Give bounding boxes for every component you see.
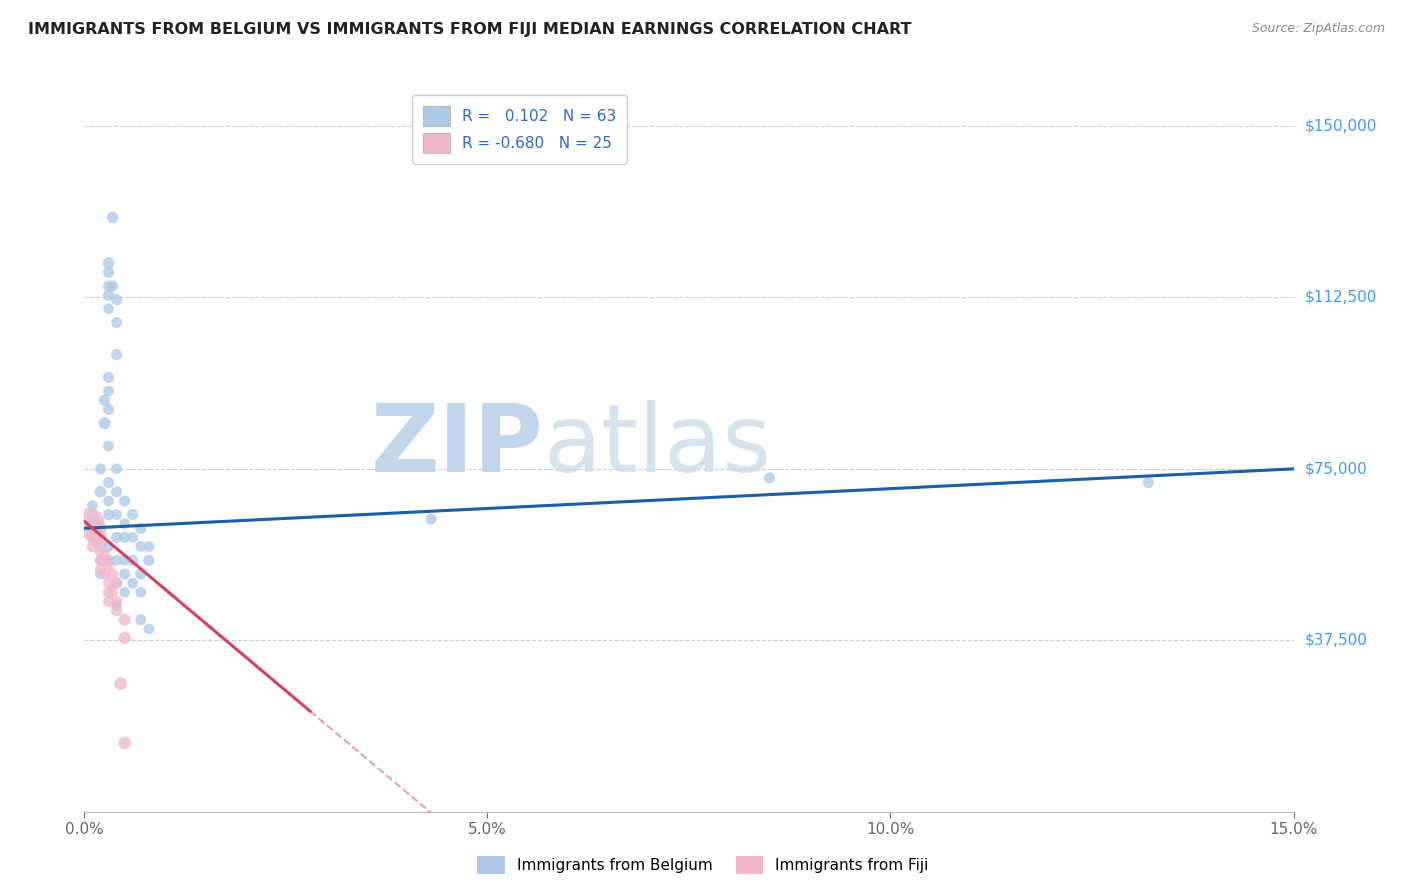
Point — [114, 613, 136, 627]
Point — [82, 521, 104, 535]
Point — [114, 553, 136, 567]
Point — [105, 347, 128, 362]
Point — [89, 553, 111, 567]
Point — [97, 279, 120, 293]
Point — [97, 265, 120, 279]
Point — [97, 585, 120, 599]
Point — [105, 484, 128, 499]
Point — [97, 475, 120, 490]
Point — [82, 516, 104, 531]
Legend: R =   0.102   N = 63, R = -0.680   N = 25: R = 0.102 N = 63, R = -0.680 N = 25 — [412, 95, 627, 163]
Point — [129, 613, 152, 627]
Point — [86, 516, 108, 531]
Point — [97, 402, 120, 417]
Point — [114, 631, 136, 645]
Point — [114, 516, 136, 531]
Point — [89, 521, 111, 535]
Point — [1137, 475, 1160, 490]
Point — [101, 211, 124, 225]
Point — [114, 567, 136, 582]
Point — [121, 576, 143, 591]
Point — [114, 585, 136, 599]
Point — [105, 316, 128, 330]
Point — [105, 530, 128, 544]
Point — [89, 462, 111, 476]
Point — [758, 471, 780, 485]
Text: $37,500: $37,500 — [1305, 632, 1368, 648]
Point — [86, 525, 108, 540]
Text: Source: ZipAtlas.com: Source: ZipAtlas.com — [1251, 22, 1385, 36]
Point — [89, 540, 111, 554]
Point — [97, 508, 120, 522]
Point — [89, 567, 111, 582]
Point — [97, 439, 120, 453]
Point — [129, 567, 152, 582]
Text: $150,000: $150,000 — [1305, 119, 1376, 134]
Point — [97, 256, 120, 270]
Point — [82, 525, 104, 540]
Point — [121, 530, 143, 544]
Point — [97, 384, 120, 398]
Point — [105, 599, 128, 613]
Point — [121, 553, 143, 567]
Point — [101, 279, 124, 293]
Point — [97, 493, 120, 508]
Text: IMMIGRANTS FROM BELGIUM VS IMMIGRANTS FROM FIJI MEDIAN EARNINGS CORRELATION CHAR: IMMIGRANTS FROM BELGIUM VS IMMIGRANTS FR… — [28, 22, 911, 37]
Point — [93, 567, 115, 582]
Point — [89, 544, 111, 558]
Point — [129, 585, 152, 599]
Text: atlas: atlas — [544, 400, 772, 492]
Point — [82, 499, 104, 513]
Point — [77, 516, 100, 531]
Point — [105, 553, 128, 567]
Point — [105, 462, 128, 476]
Point — [97, 301, 120, 316]
Point — [82, 530, 104, 544]
Point — [97, 558, 120, 572]
Text: $75,000: $75,000 — [1305, 461, 1368, 476]
Point — [114, 493, 136, 508]
Point — [114, 736, 136, 750]
Point — [86, 530, 108, 544]
Point — [89, 484, 111, 499]
Point — [97, 370, 120, 384]
Point — [101, 567, 124, 582]
Point — [105, 293, 128, 307]
Point — [105, 603, 128, 617]
Point — [93, 393, 115, 408]
Point — [89, 553, 111, 567]
Point — [105, 576, 128, 591]
Point — [93, 416, 115, 430]
Point — [138, 540, 160, 554]
Point — [93, 549, 115, 563]
Point — [121, 508, 143, 522]
Legend: Immigrants from Belgium, Immigrants from Fiji: Immigrants from Belgium, Immigrants from… — [471, 850, 935, 880]
Point — [420, 512, 443, 526]
Point — [129, 540, 152, 554]
Point — [82, 540, 104, 554]
Point — [129, 521, 152, 535]
Point — [105, 508, 128, 522]
Point — [89, 530, 111, 544]
Point — [97, 553, 120, 567]
Point — [101, 585, 124, 599]
Text: ZIP: ZIP — [371, 400, 544, 492]
Point — [97, 594, 120, 608]
Point — [138, 622, 160, 636]
Point — [82, 519, 104, 533]
Point — [114, 530, 136, 544]
Point — [82, 508, 104, 522]
Point — [97, 576, 120, 591]
Point — [97, 288, 120, 302]
Point — [86, 535, 108, 549]
Point — [110, 676, 132, 690]
Point — [89, 562, 111, 576]
Point — [97, 540, 120, 554]
Point — [105, 594, 128, 608]
Point — [105, 576, 128, 591]
Text: $112,500: $112,500 — [1305, 290, 1376, 305]
Point — [82, 530, 104, 544]
Point — [138, 553, 160, 567]
